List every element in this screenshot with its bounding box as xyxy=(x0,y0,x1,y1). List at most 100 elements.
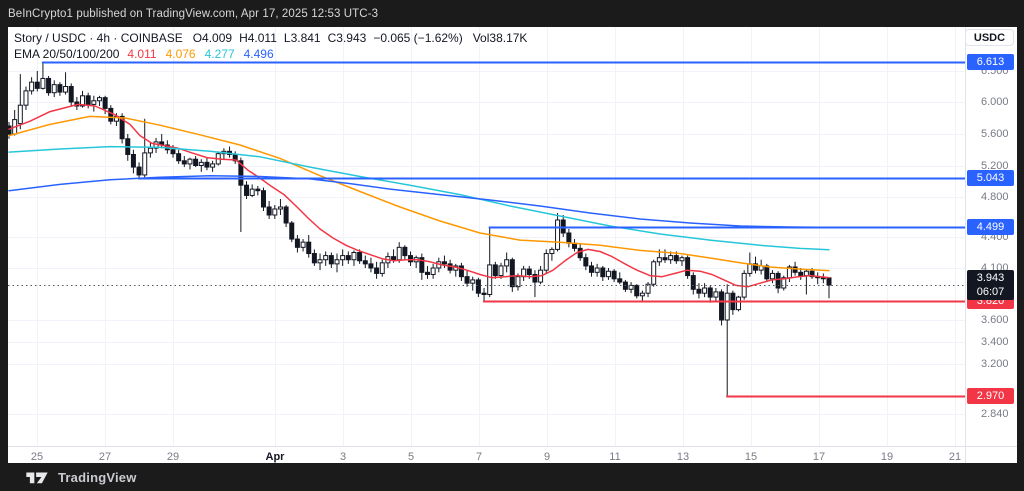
price-axis-label: 2.840 xyxy=(981,408,1009,420)
ema-line xyxy=(8,103,830,288)
currency-scale-button[interactable]: USDC xyxy=(965,29,1014,46)
time-axis-label: 7 xyxy=(475,451,483,463)
candle-body xyxy=(696,288,702,294)
ohlc-field-value: 4.011 xyxy=(247,31,277,45)
candle-body xyxy=(317,259,323,264)
volume-label: Vol xyxy=(472,31,490,45)
candle-body xyxy=(170,149,176,155)
candle-body xyxy=(594,267,600,273)
candle-body xyxy=(80,95,86,107)
candle-body xyxy=(651,261,657,285)
candle-body xyxy=(91,100,97,105)
tradingview-brand-text: TradingView xyxy=(58,469,137,485)
time-axis-label: 3 xyxy=(339,451,347,463)
candle-body xyxy=(379,262,385,274)
price-axis-label: 5.200 xyxy=(981,159,1009,172)
candle-body xyxy=(272,208,278,216)
price-level-badge: 2.970 xyxy=(967,388,1014,404)
ohlc-field: H4.011 xyxy=(239,31,277,45)
candle-body xyxy=(294,238,300,248)
time-axis-label: 5 xyxy=(407,451,415,463)
candle-body xyxy=(328,255,334,265)
volume-readout: Vol38.17K xyxy=(473,31,528,46)
time-axis-label: Apr xyxy=(265,451,285,463)
candle-body xyxy=(515,276,521,288)
tradingview-logo-icon xyxy=(26,472,48,484)
volume-value: 38.17K xyxy=(489,31,528,45)
footer-bar: TradingView xyxy=(0,463,1024,491)
candle-body xyxy=(147,147,153,154)
candle-body xyxy=(526,268,532,275)
candle-body xyxy=(396,246,402,261)
candle-body xyxy=(238,160,244,186)
candle-body xyxy=(289,222,295,240)
candle-body xyxy=(583,257,589,267)
candle-body xyxy=(668,255,674,261)
price-level-badge: 4.499 xyxy=(967,219,1014,236)
price-chart-canvas[interactable] xyxy=(8,27,1017,463)
time-axis-label: 19 xyxy=(880,451,894,463)
price-axis-label: 3.400 xyxy=(981,336,1009,348)
candle-body xyxy=(792,266,798,273)
ema-value: 4.277 xyxy=(204,47,235,61)
legend-symbol-row: Story / USDC · 4h · COINBASE O4.009 H4.01… xyxy=(14,31,527,46)
ema-value: 4.496 xyxy=(243,47,274,61)
candle-body xyxy=(639,292,645,297)
publish-bar-text: BeInCrypto1 published on TradingView.com… xyxy=(8,7,379,20)
candle-body xyxy=(51,84,57,94)
ema-value: 4.011 xyxy=(127,47,157,61)
ohlc-readout: O4.009 H4.011 L3.841 C3.943 xyxy=(193,31,374,46)
candle-body xyxy=(566,232,572,244)
candle-body xyxy=(441,261,447,265)
candle-body xyxy=(504,259,510,267)
candle-body xyxy=(368,263,374,269)
candle-body xyxy=(68,86,74,103)
candle-body xyxy=(549,248,555,255)
candle-body xyxy=(600,267,606,278)
price-axis-label: 5.600 xyxy=(981,128,1009,140)
candle-body xyxy=(690,275,696,290)
candle-body xyxy=(108,107,114,122)
candle-body xyxy=(617,278,623,283)
candle-body xyxy=(357,252,363,262)
price-axis-label: 3.200 xyxy=(981,357,1009,370)
candle-body xyxy=(724,292,730,321)
candle-body xyxy=(645,283,651,294)
ohlc-field-value: 3.943 xyxy=(336,31,367,45)
candle-body xyxy=(187,158,193,165)
candle-body xyxy=(634,284,640,297)
candle-body xyxy=(543,253,549,271)
candle-body xyxy=(176,153,182,162)
candle-body xyxy=(391,256,397,261)
candle-body xyxy=(255,188,261,192)
candle-body xyxy=(781,277,787,289)
candle-body xyxy=(662,257,668,261)
ohlc-field-label: C xyxy=(327,31,337,45)
candle-body xyxy=(204,161,210,168)
candle-body xyxy=(509,259,515,288)
candle-body xyxy=(577,247,583,259)
candle-body xyxy=(481,292,487,295)
candle-body xyxy=(57,84,63,93)
candle-body xyxy=(809,270,815,278)
candle-body xyxy=(707,287,713,298)
candle-body xyxy=(283,206,289,224)
ohlc-field-label: O xyxy=(192,31,203,45)
candle-body xyxy=(17,104,23,125)
candle-body xyxy=(102,97,108,109)
time-axis-label: 11 xyxy=(609,451,621,463)
candle-body xyxy=(408,255,414,263)
candle-body xyxy=(628,284,634,290)
candle-body xyxy=(23,90,29,106)
candle-body xyxy=(300,241,306,248)
time-axis-label: 13 xyxy=(676,451,690,463)
ohlc-field-label: L xyxy=(283,31,291,45)
time-axis-label: 9 xyxy=(543,451,551,463)
ohlc-field-value: 4.009 xyxy=(202,31,233,45)
change-readout: −0.065 (−1.62%) xyxy=(373,31,463,45)
candle-body xyxy=(345,255,351,261)
candle-body xyxy=(130,153,136,168)
last-price-value: 3.943 xyxy=(976,272,1005,284)
time-axis-label: 15 xyxy=(744,451,758,463)
candle-body xyxy=(611,270,617,280)
